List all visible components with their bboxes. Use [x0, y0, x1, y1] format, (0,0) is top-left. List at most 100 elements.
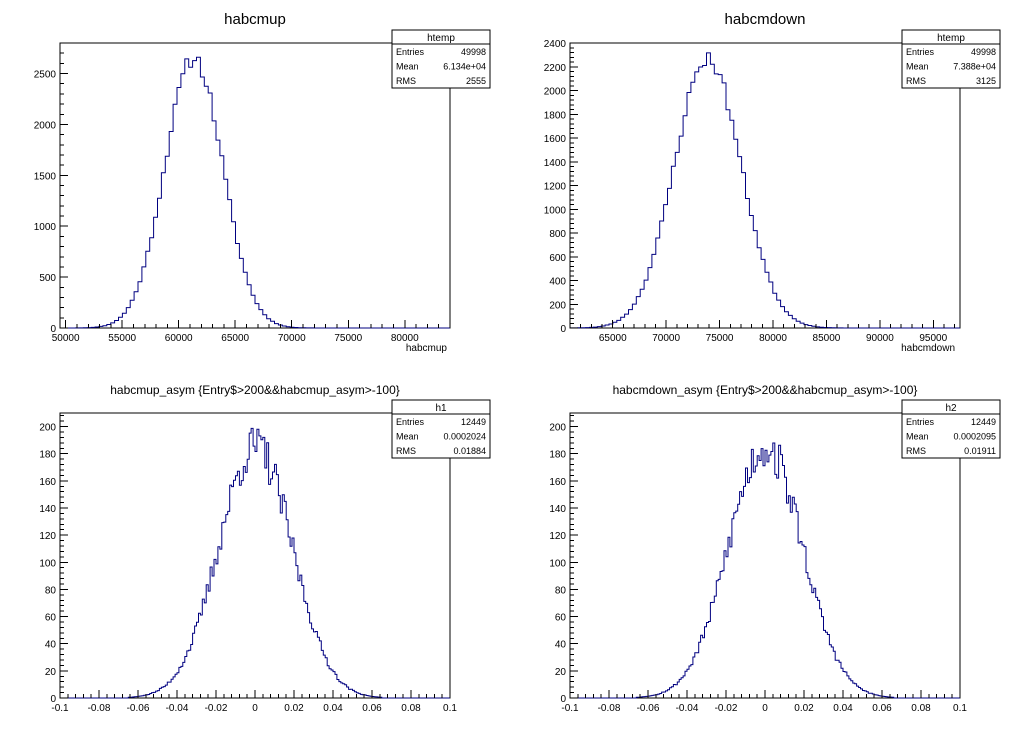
x-tick-label: -0.04 [676, 703, 699, 714]
y-tick-label: 80 [555, 585, 567, 596]
y-tick-label: 80 [45, 585, 57, 596]
stats-box-frame [901, 29, 1001, 89]
x-tick-label: 0.08 [911, 703, 931, 714]
y-tick-label: 1600 [544, 134, 567, 145]
y-tick-label: 20 [45, 667, 57, 678]
x-tick-label: 65000 [599, 333, 627, 344]
y-tick-label: 60 [45, 613, 57, 624]
y-tick-label: 120 [549, 531, 566, 542]
y-tick-label: 1200 [544, 182, 567, 193]
y-tick-label: 0 [50, 694, 56, 705]
x-tick-label: 0 [252, 703, 258, 714]
stats-row-value: 3125 [976, 76, 996, 86]
stats-row-label: RMS [396, 446, 416, 456]
x-tick-label: 90000 [866, 333, 894, 344]
histogram-series [60, 427, 450, 699]
x-tick-label: 0.08 [401, 703, 421, 714]
x-tick-label: -0.1 [561, 703, 579, 714]
x-tick-label: 80000 [391, 333, 419, 344]
y-tick-label: 200 [39, 423, 56, 434]
x-tick-label: -0.08 [88, 703, 111, 714]
histogram-series [60, 56, 450, 329]
y-tick-label: 600 [549, 253, 566, 264]
x-axis-title: habcmup [406, 343, 448, 354]
stats-row-value: 2555 [466, 76, 486, 86]
stats-row-label: Entries [906, 47, 935, 57]
x-tick-label: -0.08 [598, 703, 621, 714]
y-tick-label: 1400 [544, 158, 567, 169]
stats-box-frame [901, 399, 1001, 459]
stats-box-frame [391, 29, 491, 89]
y-tick-label: 0 [50, 324, 56, 335]
histogram-series [569, 52, 960, 329]
y-tick-label: 1000 [34, 222, 57, 233]
y-tick-label: 2000 [544, 87, 567, 98]
x-tick-label: 75000 [334, 333, 362, 344]
x-tick-label: 50000 [52, 333, 80, 344]
y-tick-label: 40 [45, 640, 57, 651]
pad-title: habcmup_asym {Entry$>200&&habcmup_asym>-… [110, 383, 400, 397]
x-tick-label: 60000 [165, 333, 193, 344]
stats-box-name: htemp [937, 33, 965, 44]
y-tick-label: 800 [549, 229, 566, 240]
stats-box-frame [391, 399, 491, 459]
stats-row-value: 0.01884 [453, 446, 486, 456]
stats-row-label: Mean [906, 432, 929, 442]
x-tick-label: 55000 [108, 333, 136, 344]
x-tick-label: 70000 [278, 333, 306, 344]
y-tick-label: 2000 [34, 120, 57, 131]
stats-row-label: Entries [396, 47, 425, 57]
histogram-pad-4: habcmdown_asym {Entry$>200&&habcmup_asym… [549, 383, 1001, 714]
stats-row-value: 49998 [971, 47, 996, 57]
y-tick-label: 140 [39, 504, 56, 515]
stats-row-label: RMS [906, 76, 926, 86]
y-tick-label: 160 [39, 477, 56, 488]
x-tick-label: 75000 [706, 333, 734, 344]
x-tick-label: 0.04 [833, 703, 853, 714]
stats-box: h1 Entries 12449 Mean 0.0002024 RMS 0.01884 [391, 399, 491, 459]
pad-title: habcmdown_asym {Entry$>200&&habcmup_asym… [613, 383, 918, 397]
pad-title: habcmdown [725, 11, 806, 28]
x-axis-title: habcmdown [901, 343, 955, 354]
stats-row-label: Entries [396, 417, 425, 427]
pad-title: habcmup [224, 11, 286, 28]
x-tick-label: -0.1 [51, 703, 69, 714]
y-tick-label: 180 [39, 450, 56, 461]
histogram-series [570, 442, 960, 699]
y-tick-label: 400 [549, 277, 566, 288]
stats-box-name: h2 [945, 403, 957, 414]
histogram-pad-1: habcmup 50000 55000 60000 65000 70000 75000 800… [34, 11, 491, 354]
stats-row-label: Mean [906, 62, 929, 72]
stats-row-value: 12449 [971, 417, 996, 427]
x-tick-label: -0.06 [127, 703, 150, 714]
y-tick-label: 500 [39, 273, 56, 284]
x-tick-label: -0.02 [205, 703, 228, 714]
y-tick-label: 2500 [34, 70, 57, 81]
y-tick-label: 40 [555, 640, 567, 651]
stats-row-value: 0.0002024 [443, 432, 486, 442]
x-tick-label: 0 [762, 703, 768, 714]
y-tick-label: 1800 [544, 110, 567, 121]
y-tick-label: 180 [549, 450, 566, 461]
stats-row-label: Mean [396, 432, 419, 442]
stats-row-label: Entries [906, 417, 935, 427]
y-tick-label: 100 [549, 558, 566, 569]
y-tick-label: 200 [549, 423, 566, 434]
histogram-pad-3: habcmup_asym {Entry$>200&&habcmup_asym>-… [39, 383, 491, 714]
stats-row-label: RMS [906, 446, 926, 456]
y-tick-label: 120 [39, 531, 56, 542]
y-tick-label: 140 [549, 504, 566, 515]
stats-row-value: 6.134e+04 [443, 62, 486, 72]
histogram-pad-2: habcmdown 65000 70000 75000 80000 85000 90000 9… [544, 11, 1001, 354]
x-tick-label: 80000 [759, 333, 787, 344]
stats-row-label: Mean [396, 62, 419, 72]
y-tick-label: 2200 [544, 63, 567, 74]
x-tick-label: -0.06 [637, 703, 660, 714]
x-tick-label: 95000 [919, 333, 947, 344]
stats-row-value: 12449 [461, 417, 486, 427]
stats-box-name: h1 [435, 403, 447, 414]
stats-row-value: 49998 [461, 47, 486, 57]
